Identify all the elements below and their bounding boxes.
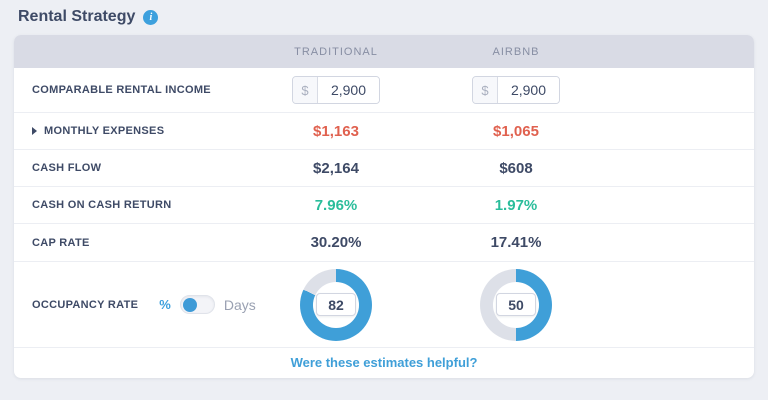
row-label-cash-on-cash-return: CASH ON CASH RETURN: [32, 199, 172, 211]
currency-prefix: $: [293, 77, 318, 103]
occupancy-input-traditional[interactable]: [316, 293, 356, 316]
row-label-occupancy-rate: OCCUPANCY RATE: [32, 298, 139, 311]
row-cash-on-cash-return: CASH ON CASH RETURN 7.96% 1.97%: [14, 187, 754, 224]
estimates-helpful-link[interactable]: Were these estimates helpful?: [290, 355, 478, 370]
chevron-right-icon: [32, 127, 37, 135]
occupancy-input-airbnb[interactable]: [496, 293, 536, 316]
row-label-monthly-expenses: MONTHLY EXPENSES: [44, 125, 165, 137]
row-comparable-rental-income: COMPARABLE RENTAL INCOME $ $: [14, 68, 754, 113]
toggle-knob: [182, 297, 197, 312]
cash-flow-value-airbnb: $608: [499, 159, 533, 177]
income-value-airbnb[interactable]: [498, 77, 559, 103]
info-icon[interactable]: i: [143, 9, 159, 25]
row-occupancy-rate: OCCUPANCY RATE % Days: [14, 262, 754, 348]
column-header-airbnb: AIRBNB: [492, 45, 540, 58]
percent-unit-label[interactable]: %: [159, 297, 171, 312]
column-header-traditional: TRADITIONAL: [294, 45, 378, 58]
currency-prefix: $: [473, 77, 498, 103]
row-cap-rate: CAP RATE 30.20% 17.41%: [14, 224, 754, 262]
card-footer: Were these estimates helpful?: [14, 348, 754, 377]
expenses-value-traditional: $1,163: [313, 122, 359, 140]
table-header-row: TRADITIONAL AIRBNB: [14, 35, 754, 68]
title-bar: Rental Strategy i: [18, 8, 159, 26]
cash-flow-value-traditional: $2,164: [313, 159, 359, 177]
occupancy-donut-traditional: [300, 268, 372, 341]
row-cash-flow: CASH FLOW $2,164 $608: [14, 150, 754, 187]
occupancy-donut-airbnb: [480, 268, 552, 341]
row-monthly-expenses: MONTHLY EXPENSES $1,163 $1,065: [14, 113, 754, 150]
page-title: Rental Strategy: [18, 8, 136, 25]
percent-days-toggle[interactable]: [179, 295, 215, 314]
row-label-comparable-rental-income: COMPARABLE RENTAL INCOME: [32, 84, 211, 96]
days-unit-label[interactable]: Days: [223, 296, 256, 313]
income-value-traditional[interactable]: [318, 77, 379, 103]
coc-return-value-traditional: 7.96%: [314, 196, 358, 214]
row-label-cap-rate: CAP RATE: [32, 236, 90, 249]
income-input-airbnb[interactable]: $: [472, 76, 560, 104]
cap-rate-value-airbnb: 17.41%: [490, 234, 542, 251]
occupancy-unit-toggle-group: % Days: [159, 295, 256, 314]
expenses-value-airbnb: $1,065: [493, 122, 539, 140]
coc-return-value-airbnb: 1.97%: [494, 196, 538, 214]
rental-strategy-card: TRADITIONAL AIRBNB COMPARABLE RENTAL INC…: [14, 35, 754, 378]
monthly-expenses-expander[interactable]: MONTHLY EXPENSES: [14, 125, 246, 137]
row-label-cash-flow: CASH FLOW: [32, 162, 102, 174]
income-input-traditional[interactable]: $: [292, 76, 380, 104]
cap-rate-value-traditional: 30.20%: [310, 234, 362, 251]
